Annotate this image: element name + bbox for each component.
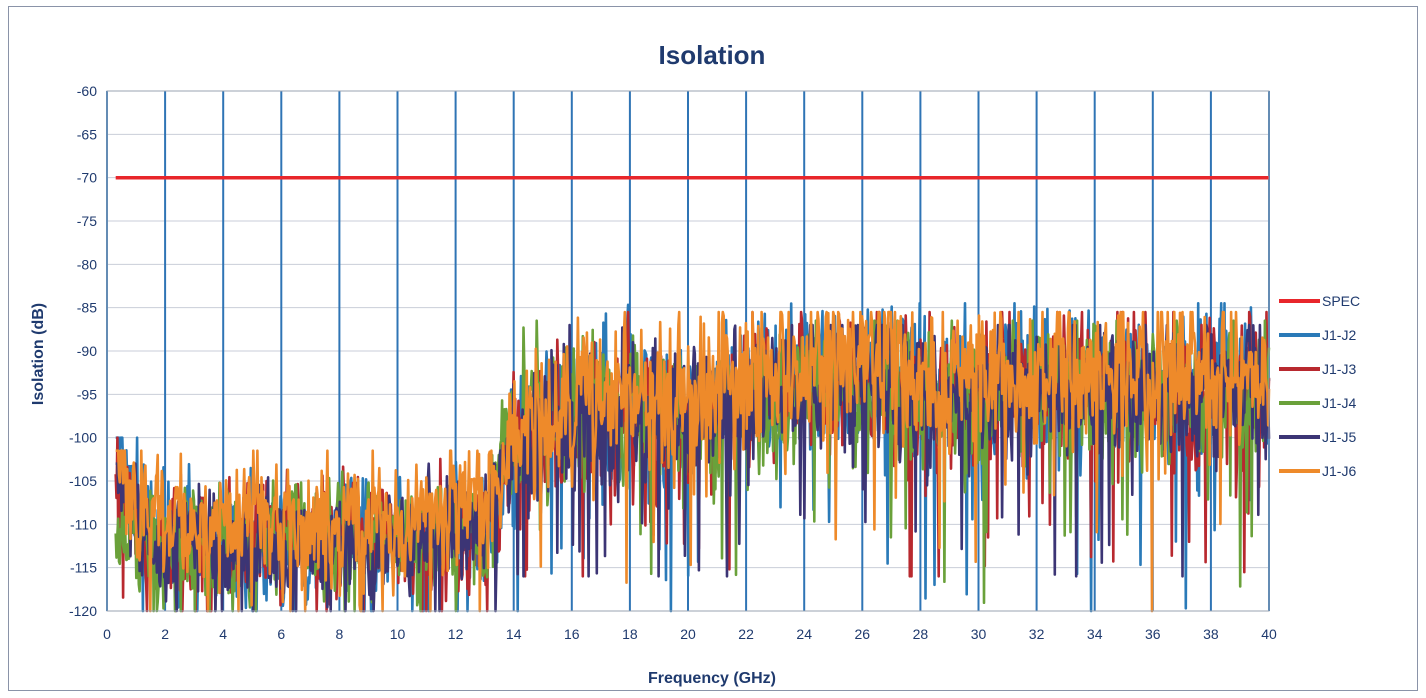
y-tick-label: -70 (77, 170, 97, 186)
legend-label: J1-J3 (1322, 361, 1356, 377)
x-tick-label: 34 (1087, 626, 1103, 642)
legend-label: SPEC (1322, 293, 1360, 309)
x-tick-label: 0 (103, 626, 111, 642)
y-tick-label: -85 (77, 300, 97, 316)
x-axis-ticks: 0 2 4 6 8 10 12 14 16 18 20 22 24 26 28 30 32 34 36 38 40 (103, 626, 1277, 642)
y-tick-label: -95 (77, 386, 97, 402)
x-tick-label: 20 (680, 626, 696, 642)
series-line-j1-j6 (115, 310, 1271, 613)
y-tick-label: -90 (77, 343, 97, 359)
y-tick-label: -75 (77, 213, 97, 229)
x-tick-label: 36 (1145, 626, 1161, 642)
isolation-chart: Isolation -60 -65 -70 -75 -80 -85 -90 -95 -100 -1… (30, 40, 1360, 687)
x-tick-label: 24 (796, 626, 812, 642)
legend: SPEC J1-J2 J1-J3 J1-J4 J1-J5 J1-J6 (1279, 293, 1360, 479)
y-axis-title: Isolation (dB) (30, 303, 47, 405)
y-tick-label: -110 (70, 516, 97, 532)
x-tick-label: 16 (564, 626, 580, 642)
x-tick-label: 28 (913, 626, 929, 642)
x-tick-label: 6 (277, 626, 285, 642)
chart-title: Isolation (659, 40, 766, 70)
x-tick-label: 2 (161, 626, 169, 642)
x-tick-label: 30 (971, 626, 987, 642)
y-tick-label: -115 (70, 560, 97, 576)
x-tick-label: 8 (336, 626, 344, 642)
x-tick-label: 10 (390, 626, 406, 642)
x-tick-label: 22 (738, 626, 754, 642)
legend-label: J1-J4 (1322, 395, 1356, 411)
legend-label: J1-J6 (1322, 463, 1356, 479)
y-tick-label: -105 (69, 473, 97, 489)
x-tick-label: 14 (506, 626, 522, 642)
x-tick-label: 38 (1203, 626, 1219, 642)
chart-frame: Isolation -60 -65 -70 -75 -80 -85 -90 -95 -100 -1… (8, 6, 1418, 691)
y-axis-ticks: -60 -65 -70 -75 -80 -85 -90 -95 -100 -105 -110 -115… (69, 83, 97, 619)
x-tick-label: 26 (855, 626, 871, 642)
y-tick-label: -100 (69, 430, 97, 446)
y-tick-label: -65 (77, 126, 97, 142)
legend-label: J1-J2 (1322, 327, 1356, 343)
plot-area (106, 90, 1270, 612)
y-tick-label: -80 (77, 256, 97, 272)
y-tick-label: -60 (77, 83, 97, 99)
series-layer (114, 175, 1271, 613)
x-tick-label: 4 (219, 626, 227, 642)
x-tick-label: 18 (622, 626, 638, 642)
x-tick-label: 12 (448, 626, 464, 642)
legend-label: J1-J5 (1322, 429, 1356, 445)
x-axis-title: Frequency (GHz) (648, 670, 776, 687)
y-tick-label: -120 (69, 603, 97, 619)
x-tick-label: 32 (1029, 626, 1045, 642)
x-tick-label: 40 (1261, 626, 1277, 642)
